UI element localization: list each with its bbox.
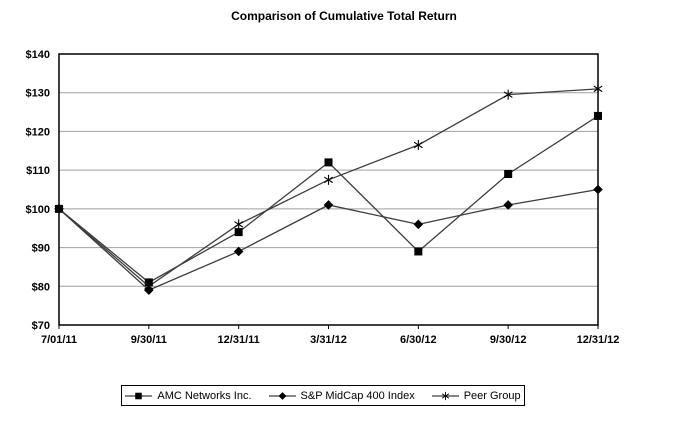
chart-legend: AMC Networks Inc. S&P MidCap 400 Index Pee…: [121, 385, 525, 406]
y-axis-label: $140: [26, 49, 50, 61]
marker-diamond: [323, 200, 334, 210]
marker-asterisk: [54, 203, 64, 214]
x-axis-label: 12/31/11: [218, 334, 260, 346]
marker-square: [324, 158, 333, 167]
y-axis-label: $110: [26, 165, 50, 177]
legend-label: AMC Networks Inc.: [157, 389, 252, 402]
marker-diamond: [503, 200, 513, 210]
marker-square: [414, 247, 423, 256]
legend-marker-square-icon: [125, 392, 153, 399]
marker-asterisk: [441, 391, 449, 400]
y-axis-label: $90: [32, 243, 50, 255]
x-axis-label: 6/30/12: [400, 334, 437, 346]
marker-diamond: [593, 184, 603, 195]
series-line-square: [58, 115, 599, 284]
marker-asterisk: [144, 281, 154, 292]
marker-square: [135, 392, 143, 399]
x-axis-label: 3/31/12: [310, 334, 347, 346]
marker-diamond: [278, 391, 286, 400]
marker-asterisk: [593, 83, 603, 94]
x-axis-label: 7/01/11: [41, 334, 77, 346]
x-axis-label: 9/30/12: [490, 334, 527, 346]
y-axis-label: $100: [26, 204, 50, 216]
y-axis-label: $120: [26, 126, 50, 138]
marker-square: [234, 228, 243, 237]
marker-diamond: [413, 219, 424, 230]
x-axis-label: 12/31/12: [577, 334, 620, 346]
legend-label: Peer Group: [463, 389, 521, 402]
legend-marker-diamond-icon: [268, 391, 296, 400]
x-axis-label: 9/30/11: [131, 334, 167, 346]
chart-title: Comparison of Cumulative Total Return: [231, 9, 457, 23]
y-axis-label: $130: [26, 88, 50, 100]
marker-asterisk: [234, 219, 244, 230]
marker-square: [594, 111, 602, 120]
marker-square: [504, 170, 513, 179]
y-axis-label: $70: [32, 320, 50, 332]
legend-entry: Peer Group: [431, 389, 521, 402]
series-line-asterisk: [58, 88, 599, 288]
marker-asterisk: [323, 174, 334, 185]
legend-entry: AMC Networks Inc.: [125, 389, 252, 402]
y-axis-label: $80: [32, 281, 50, 293]
marker-asterisk: [413, 139, 423, 150]
legend-marker-asterisk-icon: [431, 391, 459, 400]
marker-diamond: [233, 246, 244, 257]
legend-entry: S&P MidCap 400 Index: [268, 389, 415, 402]
legend-label: S&P MidCap 400 Index: [300, 389, 415, 402]
marker-asterisk: [503, 89, 513, 100]
